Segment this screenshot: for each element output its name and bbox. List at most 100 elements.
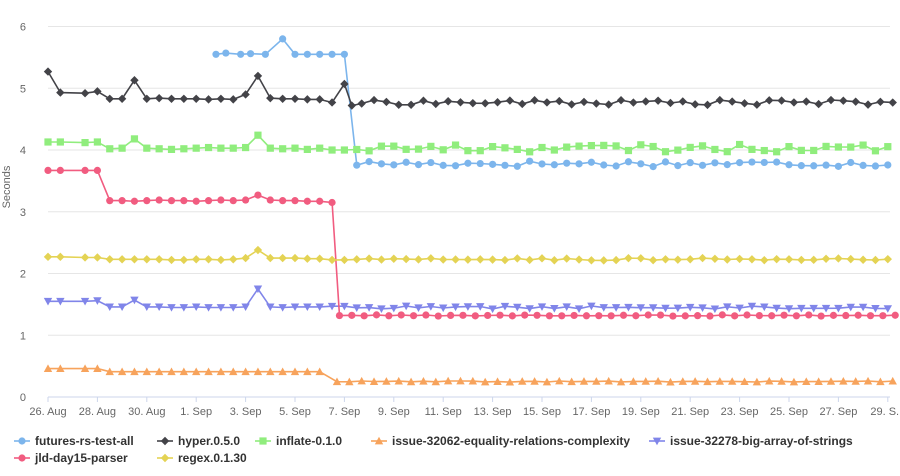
data-point (93, 297, 102, 305)
data-point (266, 144, 274, 152)
data-point (740, 377, 749, 386)
data-point (369, 377, 379, 385)
data-point (254, 131, 262, 139)
x-tick-label: 26. Aug (29, 406, 66, 418)
data-point (740, 99, 749, 108)
legend-item-issue-32062-equality-relations-complexity[interactable]: issue-32062-equality-relations-complexit… (371, 434, 630, 448)
data-point (327, 255, 337, 265)
data-point (505, 96, 515, 105)
data-point (574, 305, 584, 313)
data-point (117, 255, 127, 264)
data-point (884, 161, 892, 169)
data-point (797, 162, 805, 170)
data-point (772, 254, 781, 264)
data-point (513, 162, 521, 170)
data-point (278, 253, 287, 263)
data-point (130, 197, 139, 205)
data-point (456, 98, 465, 107)
data-point (105, 255, 114, 264)
data-point (826, 377, 836, 385)
data-point (747, 302, 757, 311)
legend-label: futures-rs-test-all (35, 434, 134, 448)
data-point (431, 99, 440, 109)
data-point (464, 147, 472, 155)
data-point (690, 100, 700, 109)
data-point (686, 159, 694, 167)
data-point (851, 377, 860, 385)
data-point (797, 304, 806, 313)
data-point (377, 160, 386, 168)
data-point (377, 255, 386, 264)
data-point (401, 302, 411, 311)
data-point (117, 367, 127, 376)
data-point (365, 158, 373, 166)
data-point (348, 311, 356, 319)
data-point (471, 312, 479, 320)
data-point (316, 50, 324, 58)
data-point (291, 144, 299, 152)
data-point (216, 367, 226, 376)
data-point (727, 377, 737, 385)
data-point (414, 255, 423, 264)
y-tick-label: 4 (20, 145, 26, 157)
data-point (179, 94, 189, 103)
data-point (167, 145, 176, 153)
data-point (641, 97, 650, 106)
data-point (93, 166, 101, 174)
legend-item-jld-day15-parser[interactable]: jld-day15-parser (14, 451, 128, 465)
series-line (48, 169, 896, 317)
data-point (542, 98, 552, 107)
data-point (521, 311, 529, 319)
data-point (765, 376, 774, 385)
data-point (315, 303, 324, 312)
data-point (829, 311, 838, 319)
data-point (777, 96, 786, 105)
legend-item-inflate-0.1.0[interactable]: inflate-0.1.0 (255, 434, 342, 448)
data-point (879, 312, 887, 320)
data-point (550, 305, 559, 313)
data-point (390, 142, 398, 150)
data-point (846, 303, 855, 312)
data-point (821, 304, 831, 313)
data-point (345, 377, 354, 386)
data-point (592, 99, 601, 108)
data-point (760, 303, 769, 312)
series-hyper.0.5.0 (43, 67, 897, 110)
data-point (167, 94, 176, 103)
data-point (773, 158, 781, 166)
data-point (698, 161, 707, 169)
legend-item-futures-rs-test-all[interactable]: futures-rs-test-all (14, 434, 134, 448)
data-point (360, 312, 368, 320)
data-point (439, 304, 448, 313)
data-point (105, 94, 114, 103)
data-point (715, 377, 725, 385)
data-point (439, 255, 448, 264)
data-point (871, 305, 880, 313)
legend-item-issue-32278-big-array-of-strings[interactable]: issue-32278-big-array-of-strings (649, 434, 853, 448)
data-point (760, 158, 768, 167)
data-point (419, 376, 428, 385)
data-point (772, 304, 781, 313)
data-point (488, 255, 497, 264)
data-point (439, 146, 447, 154)
data-point (587, 302, 596, 311)
legend: futures-rs-test-all hyper.0.5.0 inflate-0.… (14, 434, 853, 465)
legend-item-regex.0.1.30[interactable]: regex.0.1.30 (157, 451, 247, 465)
data-point (443, 97, 453, 106)
data-point (851, 97, 860, 106)
data-point (666, 98, 675, 108)
data-point (723, 303, 732, 311)
data-point (686, 255, 695, 264)
data-point (611, 255, 621, 265)
data-point (735, 304, 744, 313)
data-point (266, 303, 275, 312)
data-point (604, 376, 613, 385)
data-point (637, 160, 645, 168)
data-point (43, 297, 53, 306)
data-point (427, 158, 435, 167)
legend-item-hyper.0.5.0[interactable]: hyper.0.5.0 (157, 434, 240, 448)
data-point (303, 303, 312, 312)
data-point (579, 97, 589, 107)
data-point (468, 98, 478, 108)
grid-layer (48, 26, 890, 398)
